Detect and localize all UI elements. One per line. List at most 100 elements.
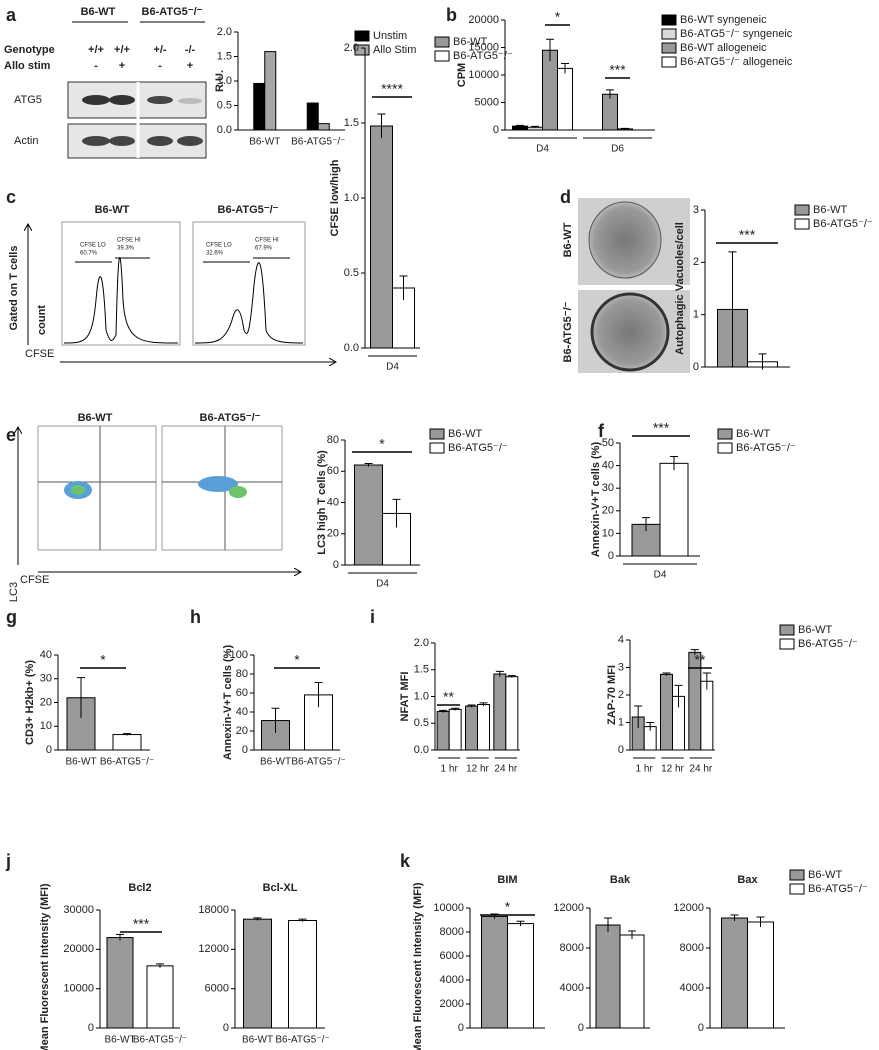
legend-swatch (434, 50, 450, 62)
cells (198, 476, 238, 492)
band (177, 136, 203, 146)
blot: B6-WT B6-ATG5⁻/⁻ Genotype Allo stim +/+ … (4, 6, 207, 159)
stim: - (94, 60, 98, 72)
significance: * (555, 9, 561, 25)
gate-value: 60.7% (80, 251, 98, 257)
significance: * (379, 436, 385, 452)
y-tick-label: 12000 (198, 943, 229, 955)
legend-swatch (779, 624, 795, 636)
legend-label: Allo Stim (373, 44, 416, 56)
legend-label: B6-WT (448, 428, 483, 440)
genotype: +/- (153, 44, 166, 56)
error-bar (670, 456, 678, 471)
y-tick-label: 0 (698, 1022, 704, 1034)
band (82, 95, 110, 105)
y-tick-label: 0 (493, 124, 499, 136)
error-bar (479, 702, 488, 707)
legend-swatch (429, 442, 445, 454)
y-tick-label: 0.5 (414, 717, 429, 729)
chart-title: Bcl-XL (263, 882, 298, 894)
bar (602, 93, 618, 131)
y-tick-label: 12000 (553, 902, 584, 914)
y-tick-label: 1.0 (344, 192, 359, 204)
stim: + (187, 60, 193, 72)
band (82, 136, 110, 146)
error-bar (621, 127, 629, 130)
bar (747, 921, 774, 1029)
band (178, 98, 202, 104)
y-tick-label: 3 (618, 661, 624, 673)
flow-xlabel: CFSE (20, 574, 49, 586)
y-tick-label: 0 (223, 1022, 229, 1034)
legend-label: B6-ATG5⁻/⁻ (798, 638, 858, 650)
flow-title: B6-WT (95, 204, 130, 216)
y-tick-label: 4 (618, 634, 624, 646)
y-tick-label: 2.0 (414, 637, 429, 649)
error-bar (156, 963, 164, 968)
gate-label: CFSE HI (117, 238, 141, 244)
y-tick-label: 2 (693, 256, 699, 268)
cells (229, 486, 247, 498)
legend-swatch (661, 14, 677, 26)
band (109, 95, 135, 105)
error-bar (123, 733, 131, 736)
panel-label: h (190, 607, 201, 627)
y-tick-label: 5000 (475, 96, 499, 108)
legend-label: B6-WT syngeneic (680, 14, 767, 26)
y-axis-label: LC3 high T cells (%) (316, 450, 328, 555)
y-tick-label: 30 (40, 673, 52, 685)
y-tick-label: 20000 (468, 14, 499, 26)
legend-label: B6-ATG5⁻/⁻ (736, 442, 796, 454)
y-tick-label: 0 (242, 744, 248, 756)
y-tick-label: 0 (618, 744, 624, 756)
x-tick-label: B6-WT (65, 757, 96, 768)
y-tick-label: 2000 (440, 998, 464, 1010)
y-tick-label: 0.0 (217, 124, 232, 136)
y-tick-label: 20 (40, 696, 52, 708)
legend-label: B6-WT (808, 869, 843, 881)
bar (557, 67, 573, 131)
y-tick-label: 2.0 (344, 42, 359, 54)
legend-label: B6-WT (736, 428, 771, 440)
y-tick-label: 20 (236, 725, 248, 737)
legend-swatch (429, 428, 445, 440)
error-bar (604, 917, 612, 932)
x-tick-label: B6-ATG5⁻/⁻ (275, 1035, 329, 1046)
bar (106, 937, 134, 1029)
chart-title: Bak (610, 874, 631, 886)
bar (436, 710, 450, 751)
panel-label: c (6, 187, 16, 207)
histogram (63, 257, 179, 344)
bar (317, 123, 330, 131)
legend-label: B6-ATG5⁻/⁻ (808, 883, 868, 895)
error-bar (439, 709, 448, 713)
error-bar (702, 672, 711, 690)
bar (660, 673, 673, 751)
legend-swatch (794, 218, 810, 230)
error-bar (628, 930, 636, 939)
y-tick-label: 20 (327, 528, 339, 540)
bar (505, 676, 519, 751)
y-tick-label: 0 (88, 1022, 94, 1034)
significance: **** (381, 81, 403, 97)
x-tick-label: D4 (376, 579, 389, 590)
flow-ylabel: count (36, 305, 48, 335)
bar (306, 102, 319, 131)
x-tick-label: D4 (536, 144, 549, 155)
y-tick-label: 40 (236, 706, 248, 718)
x-tick-label: B6-WT (242, 1035, 273, 1046)
significance: * (294, 652, 300, 668)
band (109, 136, 135, 146)
y-tick-label: 60 (236, 687, 248, 699)
bar (370, 125, 393, 349)
x-tick-label: 24 hr (494, 764, 517, 775)
y-tick-label: 1 (693, 309, 699, 321)
y-tick-label: 8000 (680, 942, 704, 954)
x-tick-label: 12 hr (661, 764, 684, 775)
error-bar (271, 707, 280, 733)
legend-label: B6-ATG5⁻/⁻ allogeneic (680, 56, 793, 68)
flow-title: B6-WT (78, 412, 113, 424)
legend-label: B6-WT (813, 204, 848, 216)
bar (721, 917, 748, 1029)
dot-plot (37, 425, 157, 551)
